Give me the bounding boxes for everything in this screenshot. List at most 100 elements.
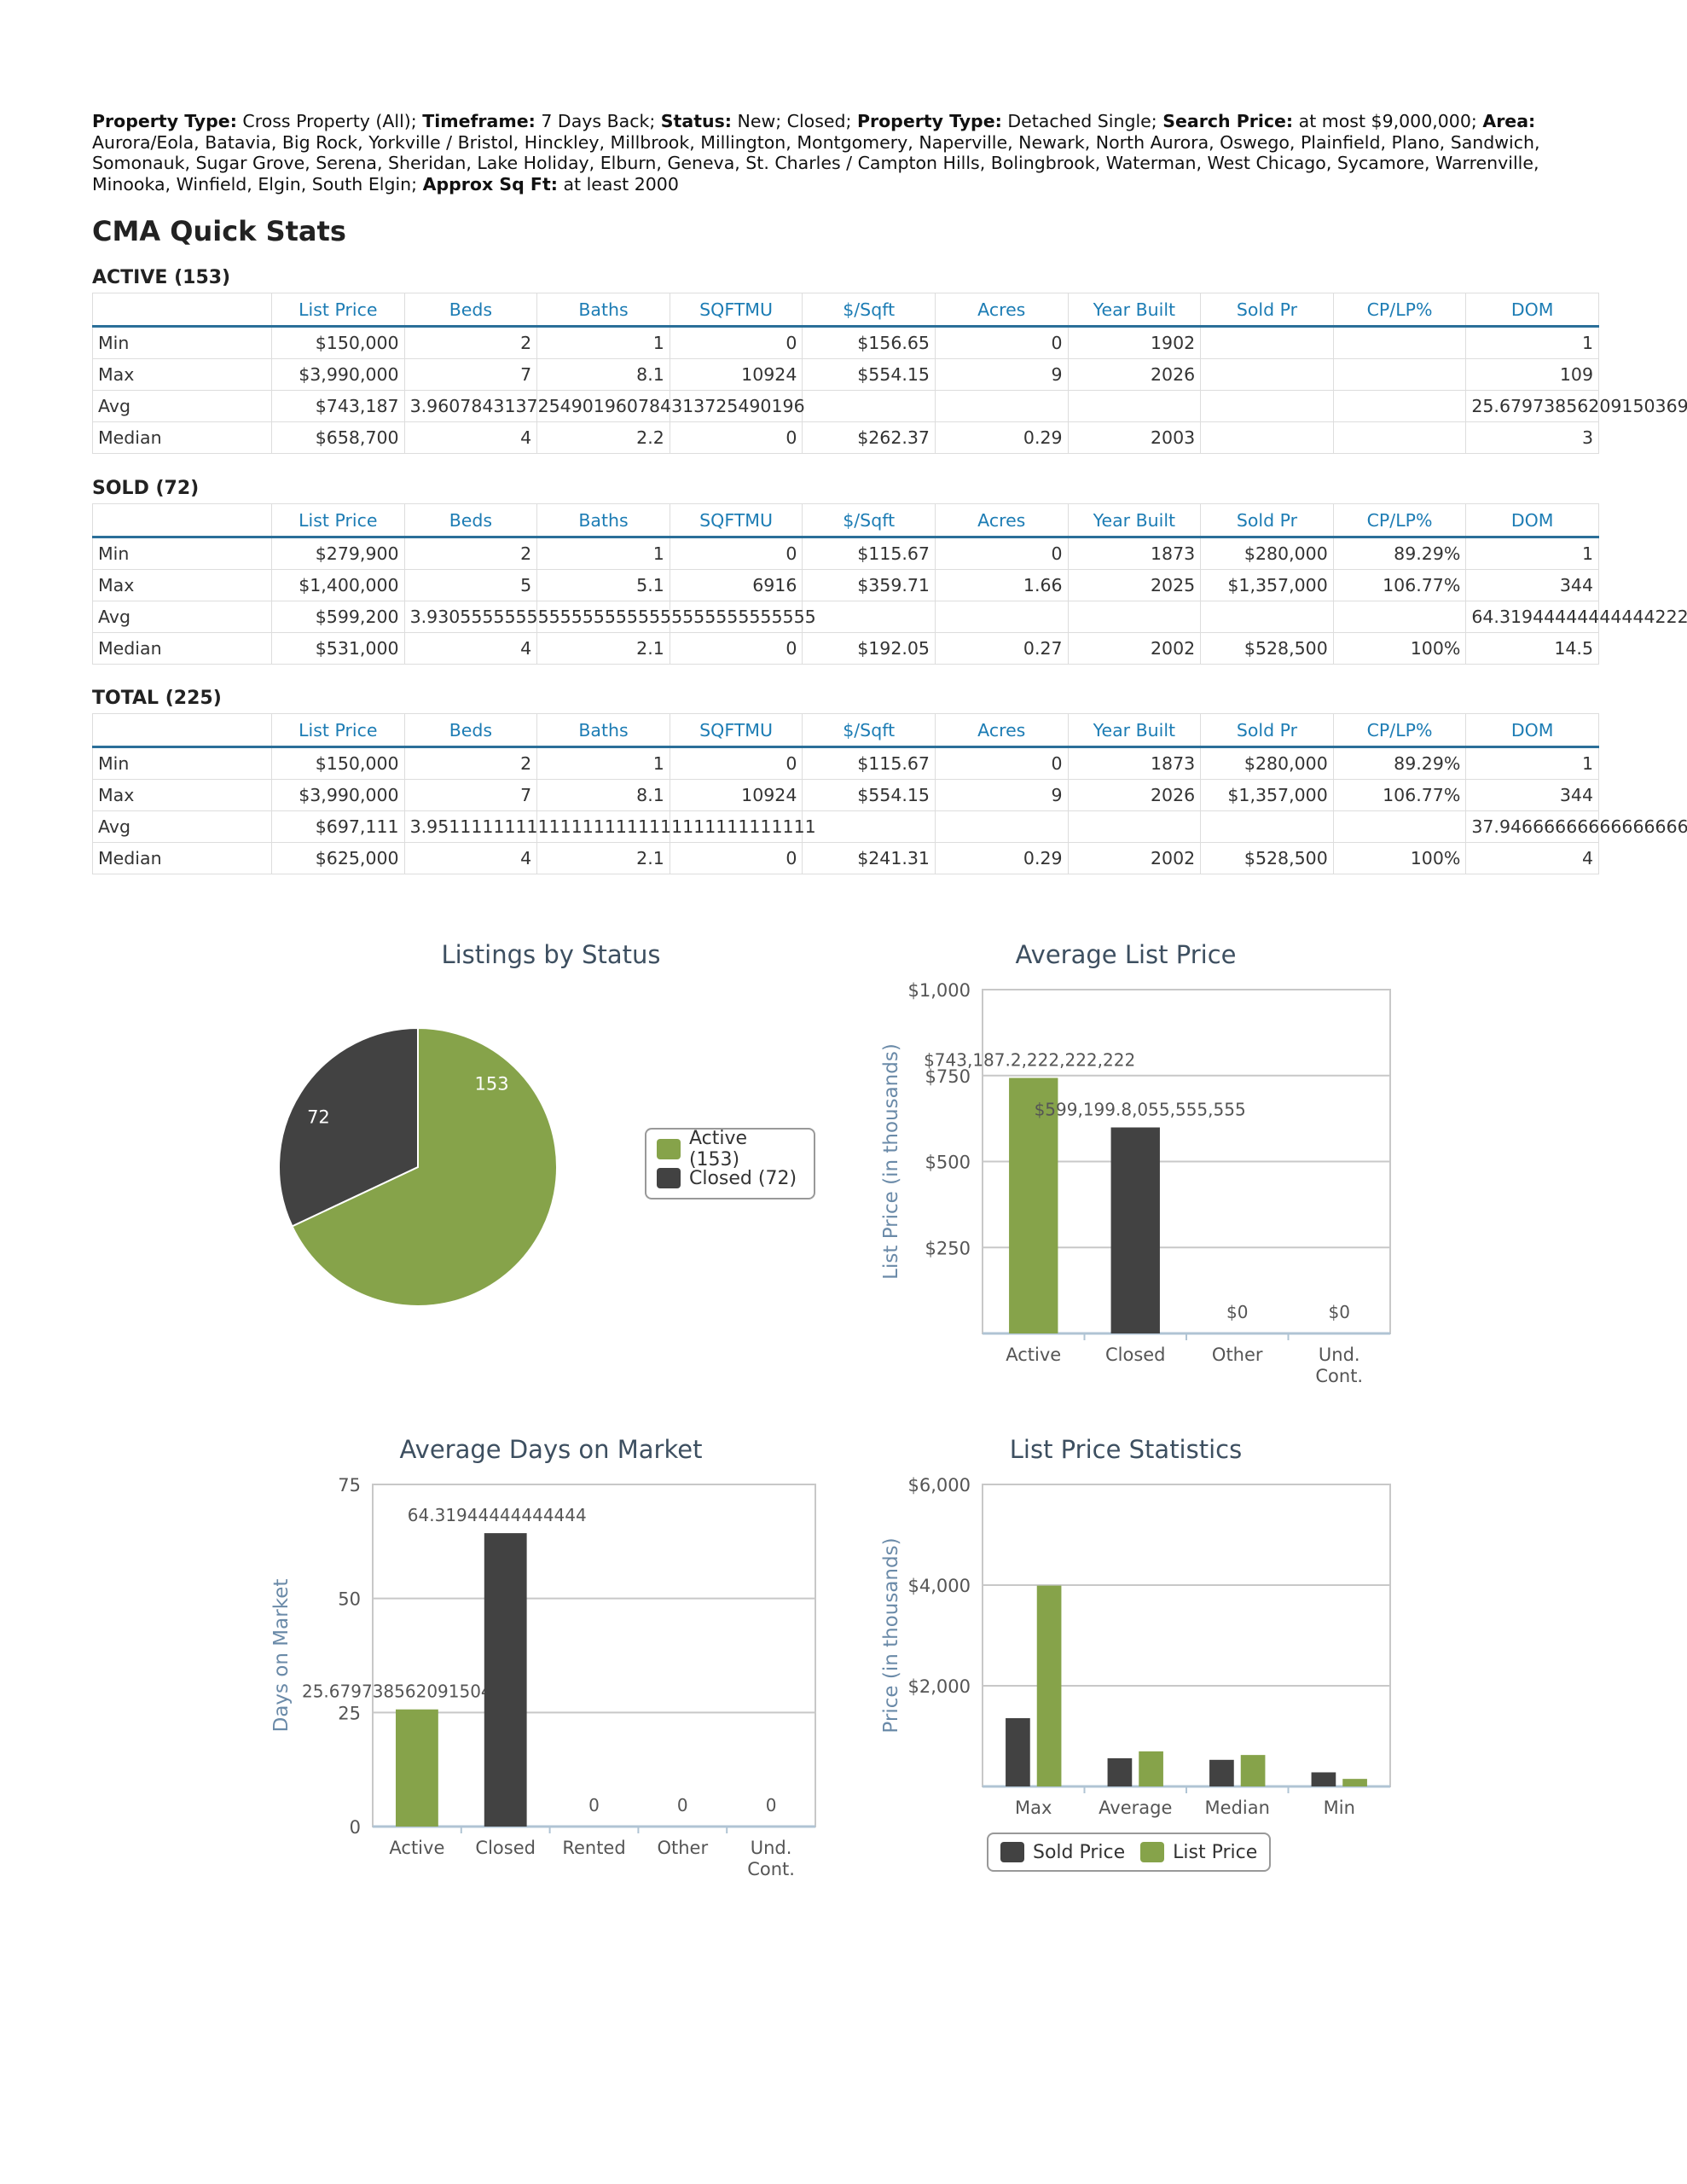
table-cell: 1873 <box>1067 537 1202 570</box>
table-cell <box>669 810 803 843</box>
row-label: Median <box>92 632 272 665</box>
criteria-label: Search Price: <box>1162 111 1294 131</box>
x-tick-label: Other <box>657 1838 708 1858</box>
bar-closed <box>1110 1127 1160 1333</box>
table-cell: 2.1 <box>536 632 670 665</box>
y-tick-label: $4,000 <box>908 1576 971 1596</box>
table-cell <box>669 601 803 633</box>
table-cell: 2.2 <box>536 421 670 454</box>
table-cell: $531,000 <box>271 632 405 665</box>
table-cell: 1873 <box>1067 746 1202 780</box>
table-cell: 0.29 <box>934 842 1069 874</box>
table-cell: $3,990,000 <box>271 779 405 811</box>
table-cell: 2 <box>403 746 538 780</box>
data-label: 0 <box>588 1795 600 1815</box>
table-cell <box>536 390 670 422</box>
table-cell: 4 <box>403 632 538 665</box>
table-cell <box>1332 326 1467 359</box>
table-cell: $554.15 <box>802 779 936 811</box>
criteria-label: Area: <box>1482 111 1536 131</box>
column-header: Year Built <box>1067 713 1202 748</box>
table-cell: 4 <box>403 842 538 874</box>
legend-item-list-price[interactable]: List Price <box>1140 1838 1257 1867</box>
data-label: $743,187.2,222,222,222 <box>924 1049 1135 1070</box>
y-axis-title: List Price (in thousands) <box>880 1043 902 1280</box>
total-heading: TOTAL (225) <box>92 688 222 709</box>
table-cell: 2002 <box>1067 842 1202 874</box>
table-cell: $262.37 <box>802 421 936 454</box>
legend-item-sold-price[interactable]: Sold Price <box>1000 1838 1125 1867</box>
column-header: Baths <box>536 503 670 538</box>
y-axis-title: Days on Market <box>270 1579 293 1733</box>
column-header: Sold Pr <box>1200 713 1334 748</box>
table-cell: $280,000 <box>1200 537 1334 570</box>
bar-list-price <box>1139 1751 1163 1786</box>
table-cell: 10924 <box>669 779 803 811</box>
table-cell <box>1200 810 1334 843</box>
bar-sold-price <box>1006 1717 1030 1786</box>
table-cell: $279,900 <box>271 537 405 570</box>
y-tick-label: $250 <box>925 1238 971 1258</box>
table-row: Min $279,900 2 1 0 $115.67 0 1873 $280,000 89.29%… <box>92 537 1599 570</box>
table-cell: 2026 <box>1067 779 1202 811</box>
y-tick-label: $6,000 <box>908 1475 971 1496</box>
list-price-stats-title: List Price Statistics <box>1009 1435 1243 1464</box>
table-cell: 0 <box>934 746 1069 780</box>
x-tick-label: Max <box>1015 1798 1052 1818</box>
table-cell: 3 <box>1465 421 1599 454</box>
bar-active <box>395 1709 438 1827</box>
data-label: $0 <box>1329 1302 1350 1322</box>
legend-item-active[interactable]: Active (153) <box>657 1128 803 1170</box>
table-cell: 100% <box>1332 632 1467 665</box>
table-cell: 0 <box>669 746 803 780</box>
table-cell: 106.77% <box>1332 569 1467 601</box>
column-header: List Price <box>271 503 405 538</box>
table-cell: $625,000 <box>271 842 405 874</box>
table-cell: $150,000 <box>271 326 405 359</box>
table-cell: 1 <box>1465 537 1599 570</box>
row-label: Max <box>92 569 272 601</box>
x-tick-label: Active <box>389 1838 444 1858</box>
avg-list-price-title: Average List Price <box>1015 940 1237 969</box>
column-header: Year Built <box>1067 293 1202 328</box>
table-row: Max $3,990,000 7 8.1 10924 $554.15 9 2026 $1,357… <box>92 779 1599 811</box>
table-cell: 1 <box>536 746 670 780</box>
pie-legend: Active (153) Closed (72) <box>645 1128 815 1199</box>
column-header: $/Sqft <box>802 503 936 538</box>
column-header: $/Sqft <box>802 293 936 328</box>
table-row: Median $531,000 4 2.1 0 $192.05 0.27 2002 $528,5… <box>92 632 1599 665</box>
legend-item-closed[interactable]: Closed (72) <box>657 1164 803 1193</box>
criteria-value: Detached Single; <box>1001 111 1163 131</box>
column-header: Beds <box>403 293 538 328</box>
table-cell: 2025 <box>1067 569 1202 601</box>
row-label: Avg <box>92 390 272 422</box>
x-tick-label: Closed <box>1105 1345 1166 1365</box>
row-label: Avg <box>92 810 272 843</box>
legend-label: Active (153) <box>688 1128 748 1170</box>
row-label: Min <box>92 746 272 780</box>
criteria-label: Timeframe: <box>422 111 536 131</box>
table-cell: 1 <box>1465 326 1599 359</box>
header-row: List Price Beds Baths SQFTMU $/Sqft Acres Year… <box>92 293 1599 328</box>
table-cell <box>1200 421 1334 454</box>
pie-slice-active <box>291 1026 558 1307</box>
table-row: Median $625,000 4 2.1 0 $241.31 0.29 2002 $528,5… <box>92 842 1599 874</box>
pie-label: 153 <box>475 1074 509 1095</box>
table-cell: $743,187 <box>271 390 405 422</box>
bar-sold-price <box>1107 1757 1133 1786</box>
column-header: SQFTMU <box>669 293 803 328</box>
table-cell: $241.31 <box>802 842 936 874</box>
criteria-label: Property Type: <box>92 111 237 131</box>
column-header: Beds <box>403 713 538 748</box>
criteria-value: New; Closed; <box>732 111 857 131</box>
table-cell: $150,000 <box>271 746 405 780</box>
data-label: $0 <box>1226 1302 1248 1322</box>
bar-sold-price <box>1209 1759 1234 1786</box>
x-tick-label: Cont. <box>747 1859 795 1879</box>
legend-swatch-list <box>1140 1842 1165 1862</box>
column-header <box>92 293 272 328</box>
pie-label: 72 <box>307 1107 330 1128</box>
y-tick-label: $2,000 <box>908 1676 971 1697</box>
table-cell: 344 <box>1465 569 1599 601</box>
x-tick-label: Closed <box>475 1838 536 1858</box>
